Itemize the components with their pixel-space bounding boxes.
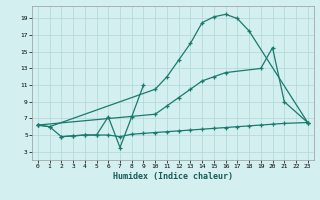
X-axis label: Humidex (Indice chaleur): Humidex (Indice chaleur) [113,172,233,181]
